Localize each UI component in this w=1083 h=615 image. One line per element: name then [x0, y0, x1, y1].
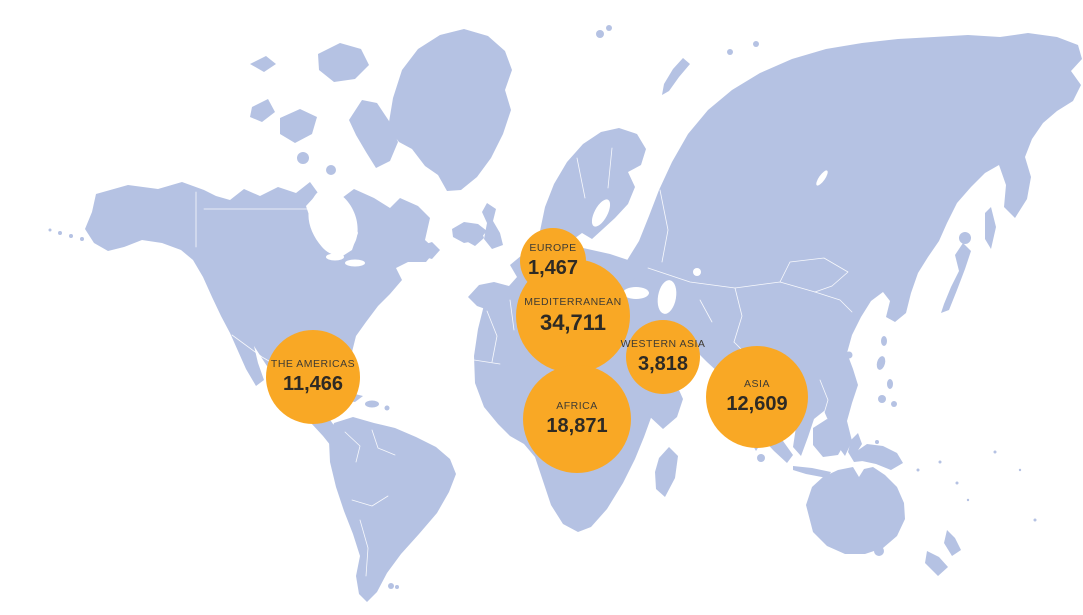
- falkland-islands: [388, 583, 394, 589]
- great-lake: [326, 253, 344, 261]
- madagascar: [655, 447, 678, 497]
- bubble-label: MEDITERRANEAN: [524, 296, 622, 309]
- arctic-islet: [326, 165, 336, 175]
- japan: [941, 243, 971, 313]
- bubble-label: ASIA: [744, 378, 770, 391]
- bubble-value: 3,818: [637, 352, 689, 375]
- newfoundland: [420, 242, 440, 259]
- bubble-label: AFRICA: [556, 400, 598, 413]
- continent-asia: [603, 33, 1082, 456]
- lake-baikal: [816, 170, 828, 186]
- tasmania: [874, 546, 884, 556]
- bubble-asia[interactable]: ASIA 12,609: [706, 346, 808, 448]
- continent-south-america: [329, 417, 456, 602]
- australia: [806, 467, 905, 554]
- bubble-label: EUROPE: [529, 242, 577, 255]
- hudson-bay: [308, 188, 358, 255]
- falkland-islands: [395, 585, 399, 589]
- black-sea: [623, 287, 649, 299]
- bubble-value: 18,871: [546, 414, 608, 437]
- new-zealand-north: [944, 530, 961, 556]
- bubble-label: WESTERN ASIA: [620, 338, 706, 351]
- arctic-islet: [250, 56, 276, 72]
- puerto-rico: [384, 405, 390, 411]
- borneo: [813, 419, 846, 457]
- arctic-islet: [297, 152, 309, 164]
- sri-lanka: [757, 454, 765, 462]
- taiwan: [881, 336, 887, 346]
- bubble-the-americas[interactable]: THE AMERICAS 11,466: [266, 330, 360, 424]
- philippines: [876, 356, 886, 370]
- moluccas: [875, 440, 879, 444]
- hispaniola: [365, 400, 379, 408]
- bubble-western-asia[interactable]: WESTERN ASIA 3,818: [621, 320, 705, 394]
- bubble-europe[interactable]: EUROPE 1,467: [520, 228, 586, 294]
- hainan: [845, 351, 853, 359]
- caspian-sea: [657, 280, 677, 314]
- bubble-africa[interactable]: AFRICA 18,871: [523, 365, 631, 473]
- continent-north-america: [85, 182, 436, 461]
- greenland: [388, 29, 512, 191]
- small-islands: [48, 25, 1037, 522]
- bubble-value: 34,711: [539, 310, 607, 336]
- bubble-value: 11,466: [282, 372, 344, 395]
- philippines: [891, 401, 897, 407]
- victoria-island: [280, 109, 317, 143]
- banks-island: [250, 99, 275, 122]
- baffin-island: [349, 100, 398, 168]
- ireland: [466, 227, 484, 246]
- philippines: [878, 395, 886, 403]
- great-lake: [345, 259, 365, 267]
- bubble-value: 1,467: [527, 256, 579, 279]
- hokkaido: [959, 232, 971, 244]
- sulawesi: [848, 433, 863, 462]
- bubble-mediterranean[interactable]: MEDITERRANEAN 34,711: [516, 259, 630, 373]
- sakhalin: [985, 207, 996, 249]
- scandinavia: [540, 128, 646, 241]
- great-britain: [482, 203, 503, 249]
- bubble-label: THE AMERICAS: [270, 358, 356, 371]
- new-guinea: [854, 444, 903, 470]
- philippines: [887, 379, 893, 389]
- new-zealand-south: [925, 551, 948, 576]
- java: [793, 466, 831, 478]
- baltic-sea: [591, 199, 611, 227]
- bubble-value: 12,609: [726, 392, 788, 415]
- aral-sea: [693, 268, 701, 276]
- ellesmere-island: [318, 43, 369, 82]
